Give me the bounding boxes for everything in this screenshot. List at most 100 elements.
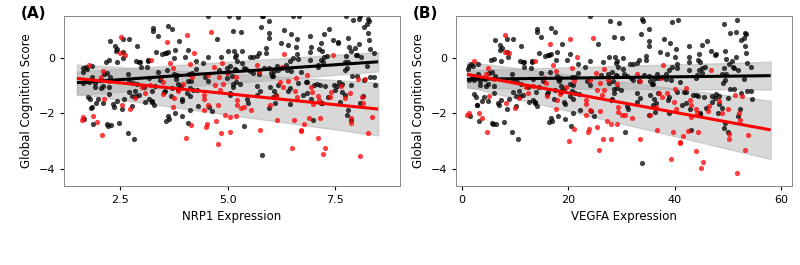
Point	[686, 93, 699, 98]
Point	[746, 96, 758, 101]
Point	[130, 94, 142, 98]
Point	[563, 37, 576, 41]
Point	[130, 59, 142, 63]
Point	[86, 75, 98, 79]
Point	[270, 94, 283, 99]
Point	[522, 85, 534, 90]
Point	[602, 77, 614, 82]
Point	[166, 66, 179, 70]
Point	[177, 82, 190, 86]
Point	[633, 79, 646, 83]
Point	[270, 118, 283, 122]
Point	[157, 80, 170, 84]
Point	[354, 154, 366, 158]
Point	[620, 73, 633, 78]
Point	[170, 74, 182, 78]
Point	[546, 119, 558, 123]
Point	[268, 69, 281, 73]
Point	[702, 109, 714, 113]
Point	[538, 76, 550, 80]
Point	[278, 52, 290, 56]
Point	[238, 123, 250, 128]
Point	[224, 115, 237, 119]
Point	[190, 59, 202, 63]
Point	[278, 28, 290, 32]
Point	[84, 97, 97, 101]
Point	[551, 98, 564, 103]
Point	[157, 92, 170, 96]
Point	[223, 130, 236, 134]
Point	[679, 101, 692, 105]
Point	[485, 121, 498, 125]
Point	[280, 63, 293, 67]
Point	[167, 72, 180, 76]
Point	[311, 136, 324, 140]
Point	[171, 87, 184, 91]
Point	[227, 82, 240, 86]
Point	[181, 91, 194, 95]
Point	[332, 40, 345, 44]
Point	[345, 121, 358, 126]
Point	[184, 94, 197, 98]
Point	[554, 84, 567, 89]
Point	[227, 49, 240, 54]
Point	[351, 77, 364, 81]
Point	[102, 92, 115, 96]
Point	[462, 78, 475, 82]
Point	[525, 66, 538, 70]
Point	[264, 70, 277, 75]
Point	[145, 58, 158, 62]
Point	[706, 94, 718, 99]
Point	[683, 98, 696, 102]
Point	[624, 62, 637, 66]
Point	[507, 90, 520, 94]
Point	[610, 86, 623, 90]
Point	[357, 78, 370, 82]
Point	[107, 102, 120, 106]
Point	[662, 68, 675, 72]
Point	[98, 72, 110, 76]
Point	[466, 64, 479, 68]
Point	[650, 104, 662, 109]
Point	[662, 111, 675, 116]
Point	[274, 41, 287, 46]
Point	[517, 93, 530, 97]
Point	[188, 51, 201, 55]
Point	[362, 31, 374, 35]
Point	[171, 89, 184, 93]
Point	[572, 62, 585, 67]
Point	[295, 129, 308, 133]
Point	[150, 50, 162, 54]
Point	[164, 94, 177, 99]
Point	[669, 87, 682, 92]
Point	[550, 107, 562, 111]
Point	[328, 88, 341, 92]
Point	[350, 52, 362, 57]
Point	[146, 29, 159, 33]
Point	[95, 133, 108, 137]
Point	[77, 115, 90, 119]
Point	[325, 90, 338, 94]
Point	[353, 16, 366, 21]
Point	[728, 66, 741, 70]
Point	[545, 116, 558, 121]
Point	[499, 33, 512, 37]
Point	[102, 85, 115, 89]
Point	[305, 97, 318, 101]
Point	[578, 65, 591, 69]
Point	[250, 84, 263, 88]
Point	[262, 66, 275, 70]
Point	[466, 76, 478, 80]
Point	[646, 82, 659, 86]
Point	[559, 85, 572, 89]
Point	[530, 30, 543, 34]
Point	[551, 50, 564, 55]
Point	[679, 85, 692, 90]
Point	[633, 58, 646, 63]
Point	[609, 55, 622, 59]
Point	[611, 105, 624, 109]
Point	[640, 58, 653, 63]
Point	[142, 59, 155, 63]
Point	[314, 58, 327, 62]
Point	[110, 49, 122, 53]
